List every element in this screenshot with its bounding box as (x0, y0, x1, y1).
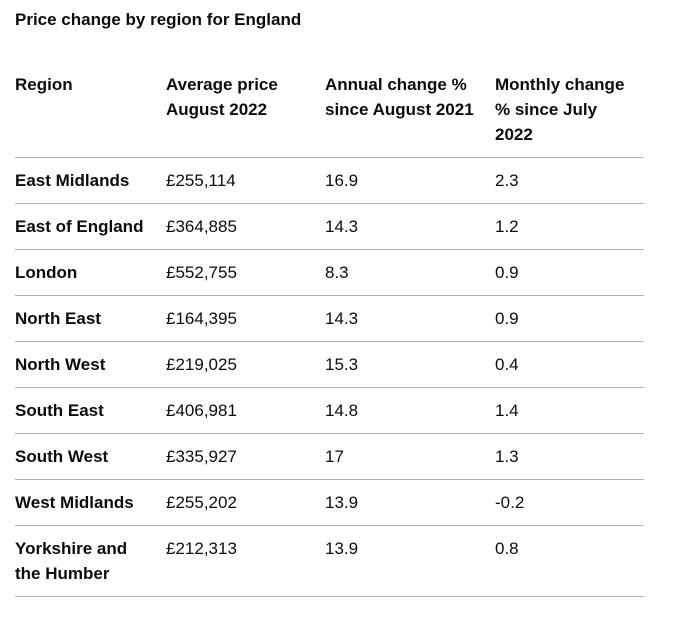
table-row: South West £335,927 17 1.3 (15, 433, 644, 480)
monthly-change-cell: 1.3 (495, 433, 644, 480)
region-cell: Yorkshire and the Humber (15, 525, 166, 597)
annual-change-cell: 14.8 (325, 387, 495, 434)
annual-change-cell: 17 (325, 433, 495, 480)
monthly-change-cell: 1.4 (495, 387, 644, 434)
average-price-cell: £335,927 (166, 433, 325, 480)
table-row: London £552,755 8.3 0.9 (15, 249, 644, 296)
average-price-cell: £255,202 (166, 479, 325, 526)
region-cell: North East (15, 295, 166, 342)
table-caption: Price change by region for England (15, 10, 302, 29)
column-header-monthly-change: Monthly change % since July 2022 (495, 72, 644, 158)
monthly-change-cell: 0.4 (495, 341, 644, 388)
region-cell: South East (15, 387, 166, 434)
annual-change-cell: 14.3 (325, 203, 495, 250)
monthly-change-cell: 0.9 (495, 295, 644, 342)
region-cell: West Midlands (15, 479, 166, 526)
monthly-change-cell: 0.8 (495, 525, 644, 597)
column-header-annual-change: Annual change % since August 2021 (325, 72, 495, 158)
header-row: Region Average price August 2022 Annual … (15, 72, 644, 158)
table-row: North East £164,395 14.3 0.9 (15, 295, 644, 342)
region-cell: North West (15, 341, 166, 388)
average-price-cell: £364,885 (166, 203, 325, 250)
average-price-cell: £212,313 (166, 525, 325, 597)
annual-change-cell: 13.9 (325, 479, 495, 526)
average-price-cell: £164,395 (166, 295, 325, 342)
annual-change-cell: 16.9 (325, 157, 495, 204)
table-row: North West £219,025 15.3 0.4 (15, 341, 644, 388)
annual-change-cell: 14.3 (325, 295, 495, 342)
price-change-table: Region Average price August 2022 Annual … (15, 72, 644, 597)
region-cell: London (15, 249, 166, 296)
table-row: South East £406,981 14.8 1.4 (15, 387, 644, 434)
table-body: East Midlands £255,114 16.9 2.3 East of … (15, 157, 644, 597)
column-header-region: Region (15, 72, 166, 158)
region-cell: East Midlands (15, 157, 166, 204)
monthly-change-cell: -0.2 (495, 479, 644, 526)
annual-change-cell: 8.3 (325, 249, 495, 296)
region-cell: East of England (15, 203, 166, 250)
region-cell: South West (15, 433, 166, 480)
column-header-average-price: Average price August 2022 (166, 72, 325, 158)
average-price-cell: £552,755 (166, 249, 325, 296)
table-header: Region Average price August 2022 Annual … (15, 72, 644, 158)
monthly-change-cell: 1.2 (495, 203, 644, 250)
monthly-change-cell: 2.3 (495, 157, 644, 204)
annual-change-cell: 15.3 (325, 341, 495, 388)
average-price-cell: £406,981 (166, 387, 325, 434)
table-row: West Midlands £255,202 13.9 -0.2 (15, 479, 644, 526)
average-price-cell: £219,025 (166, 341, 325, 388)
monthly-change-cell: 0.9 (495, 249, 644, 296)
annual-change-cell: 13.9 (325, 525, 495, 597)
table-row: Yorkshire and the Humber £212,313 13.9 0… (15, 525, 644, 597)
average-price-cell: £255,114 (166, 157, 325, 204)
table-row: East Midlands £255,114 16.9 2.3 (15, 157, 644, 204)
table-row: East of England £364,885 14.3 1.2 (15, 203, 644, 250)
